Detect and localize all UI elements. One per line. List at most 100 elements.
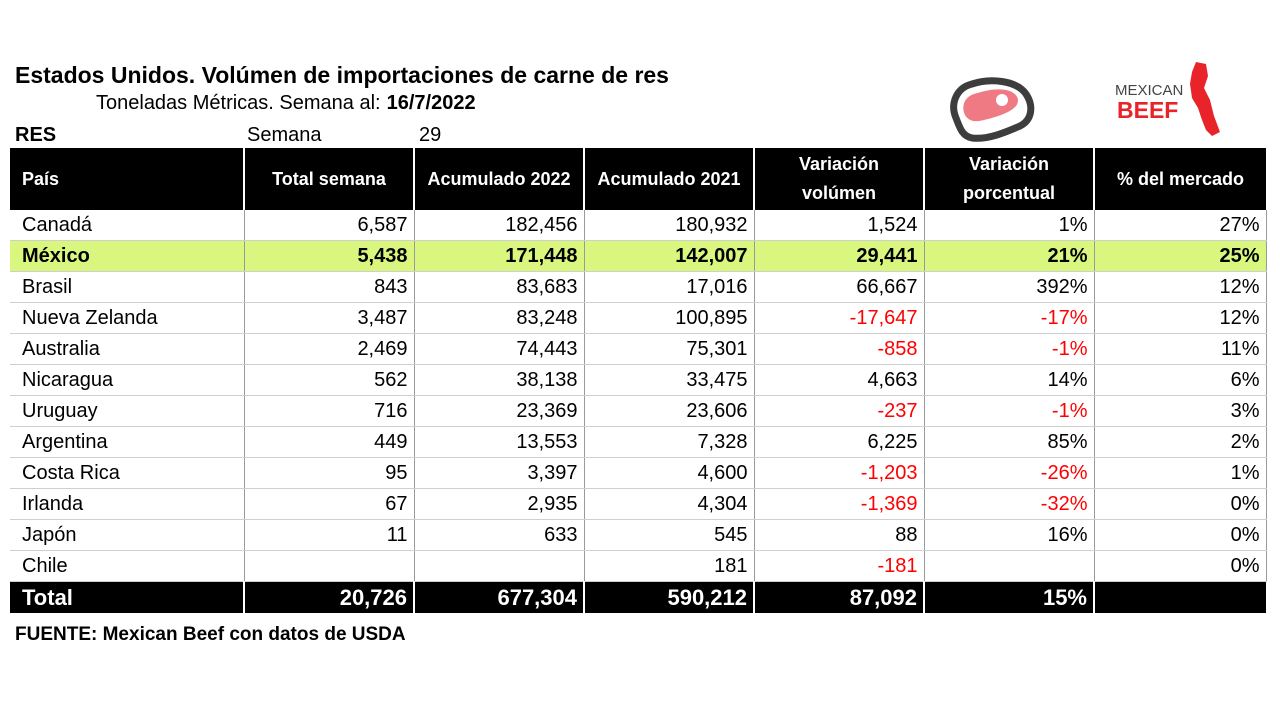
mercado-cell: 0% (1094, 550, 1267, 582)
mercado-cell: 11% (1094, 333, 1267, 365)
table-row: Japón 11 633 545 88 16% 0% (10, 519, 1267, 551)
total-row: Total 20,726 677,304 590,212 87,092 15% (10, 581, 1266, 613)
table-header: País Total semana Acumulado 2022 Acumula… (10, 148, 1266, 210)
col-header-acumulado-2022: Acumulado 2022 (414, 148, 585, 210)
acum-2022-cell (414, 550, 585, 582)
acum-2021-cell: 100,895 (584, 302, 755, 334)
total-acum-2022: 677,304 (414, 581, 585, 613)
var-porcentual-cell: -1% (924, 395, 1095, 427)
table-row: Costa Rica 95 3,397 4,600 -1,203 -26% 1% (10, 457, 1267, 489)
report-date: 16/7/2022 (386, 92, 476, 114)
country-cell: Irlanda (10, 488, 245, 520)
col-header-total-semana: Total semana (244, 148, 415, 210)
table-row: Argentina 449 13,553 7,328 6,225 85% 2% (10, 426, 1267, 458)
mercado-cell: 3% (1094, 395, 1267, 427)
acum-2021-cell: 7,328 (584, 426, 755, 458)
mercado-cell: 2% (1094, 426, 1267, 458)
mercado-cell: 25% (1094, 240, 1267, 272)
col-header-pais: País (10, 148, 245, 210)
country-cell: Uruguay (10, 395, 245, 427)
country-cell: México (10, 240, 245, 272)
var-porcentual-cell: 85% (924, 426, 1095, 458)
country-cell: Australia (10, 333, 245, 365)
acum-2021-cell: 142,007 (584, 240, 755, 272)
var-volumen-cell: -858 (754, 333, 925, 365)
total-semana-cell: 562 (244, 364, 415, 396)
mexican-beef-logo: MEXICAN BEEF (1115, 62, 1220, 136)
var-volumen-cell: -181 (754, 550, 925, 582)
total-semana-cell: 843 (244, 271, 415, 303)
brand-line-2: BEEF (1117, 97, 1178, 123)
mercado-cell: 27% (1094, 210, 1267, 241)
mercado-cell: 0% (1094, 519, 1267, 551)
total-semana-cell: 11 (244, 519, 415, 551)
acum-2021-cell: 4,304 (584, 488, 755, 520)
var-volumen-cell: 88 (754, 519, 925, 551)
country-cell: Chile (10, 550, 245, 582)
col-header-variacion-volumen: Variación volúmen (754, 148, 925, 210)
country-cell: Argentina (10, 426, 245, 458)
acum-2022-cell: 3,397 (414, 457, 585, 489)
acum-2022-cell: 23,369 (414, 395, 585, 427)
var-porcentual-cell: 1% (924, 210, 1095, 241)
country-cell: Japón (10, 519, 245, 551)
var-porcentual-cell: -26% (924, 457, 1095, 489)
total-semana-cell: 3,487 (244, 302, 415, 334)
acum-2021-cell: 17,016 (584, 271, 755, 303)
acum-2021-cell: 4,600 (584, 457, 755, 489)
total-semana-cell: 95 (244, 457, 415, 489)
country-cell: Nueva Zelanda (10, 302, 245, 334)
acum-2021-cell: 23,606 (584, 395, 755, 427)
total-label: Total (10, 581, 245, 613)
table-row: Irlanda 67 2,935 4,304 -1,369 -32% 0% (10, 488, 1267, 520)
col-header-variacion-porcentual: Variación porcentual (924, 148, 1095, 210)
acum-2022-cell: 633 (414, 519, 585, 551)
source-note: FUENTE: Mexican Beef con datos de USDA (15, 624, 406, 645)
var-porcentual-cell: 14% (924, 364, 1095, 396)
acum-2022-cell: 171,448 (414, 240, 585, 272)
acum-2022-cell: 83,683 (414, 271, 585, 303)
col-header-mercado: % del mercado (1094, 148, 1266, 210)
acum-2021-cell: 180,932 (584, 210, 755, 241)
category-label: RES (15, 124, 57, 146)
total-semana-cell (244, 550, 415, 582)
total-semana-cell: 67 (244, 488, 415, 520)
week-label: Semana (247, 124, 322, 146)
acum-2021-cell: 33,475 (584, 364, 755, 396)
var-volumen-cell: 66,667 (754, 271, 925, 303)
week-number: 29 (419, 124, 442, 146)
var-porcentual-cell: 16% (924, 519, 1095, 551)
mercado-cell: 1% (1094, 457, 1267, 489)
acum-2022-cell: 2,935 (414, 488, 585, 520)
table-row: Chile 181 -181 0% (10, 550, 1267, 582)
var-volumen-cell: -1,203 (754, 457, 925, 489)
acum-2021-cell: 545 (584, 519, 755, 551)
table-row: México 5,438 171,448 142,007 29,441 21% 25% (10, 240, 1267, 272)
country-cell: Nicaragua (10, 364, 245, 396)
var-volumen-cell: 1,524 (754, 210, 925, 241)
total-semana-cell: 5,438 (244, 240, 415, 272)
var-porcentual-cell (924, 550, 1095, 582)
table-row: Australia 2,469 74,443 75,301 -858 -1% 11% (10, 333, 1267, 365)
meat-steak-icon (944, 70, 1038, 148)
var-volumen-cell: -1,369 (754, 488, 925, 520)
acum-2022-cell: 13,553 (414, 426, 585, 458)
table-row: Nicaragua 562 38,138 33,475 4,663 14% 6% (10, 364, 1267, 396)
mercado-cell: 0% (1094, 488, 1267, 520)
report-title: Estados Unidos. Volúmen de importaciones… (15, 62, 669, 88)
acum-2021-cell: 181 (584, 550, 755, 582)
var-volumen-cell: 4,663 (754, 364, 925, 396)
acum-2022-cell: 83,248 (414, 302, 585, 334)
country-cell: Brasil (10, 271, 245, 303)
table-row: Nueva Zelanda 3,487 83,248 100,895 -17,647 -1… (10, 302, 1267, 334)
mercado-cell: 12% (1094, 271, 1267, 303)
var-porcentual-cell: -1% (924, 333, 1095, 365)
total-semana: 20,726 (244, 581, 415, 613)
total-semana-cell: 2,469 (244, 333, 415, 365)
total-semana-cell: 6,587 (244, 210, 415, 241)
var-volumen-cell: 29,441 (754, 240, 925, 272)
subtitle-text: Toneladas Métricas. Semana al: (96, 92, 381, 114)
mercado-cell: 12% (1094, 302, 1267, 334)
acum-2022-cell: 38,138 (414, 364, 585, 396)
report-subtitle: Toneladas Métricas. Semana al: 16/7/2022 (96, 92, 476, 115)
